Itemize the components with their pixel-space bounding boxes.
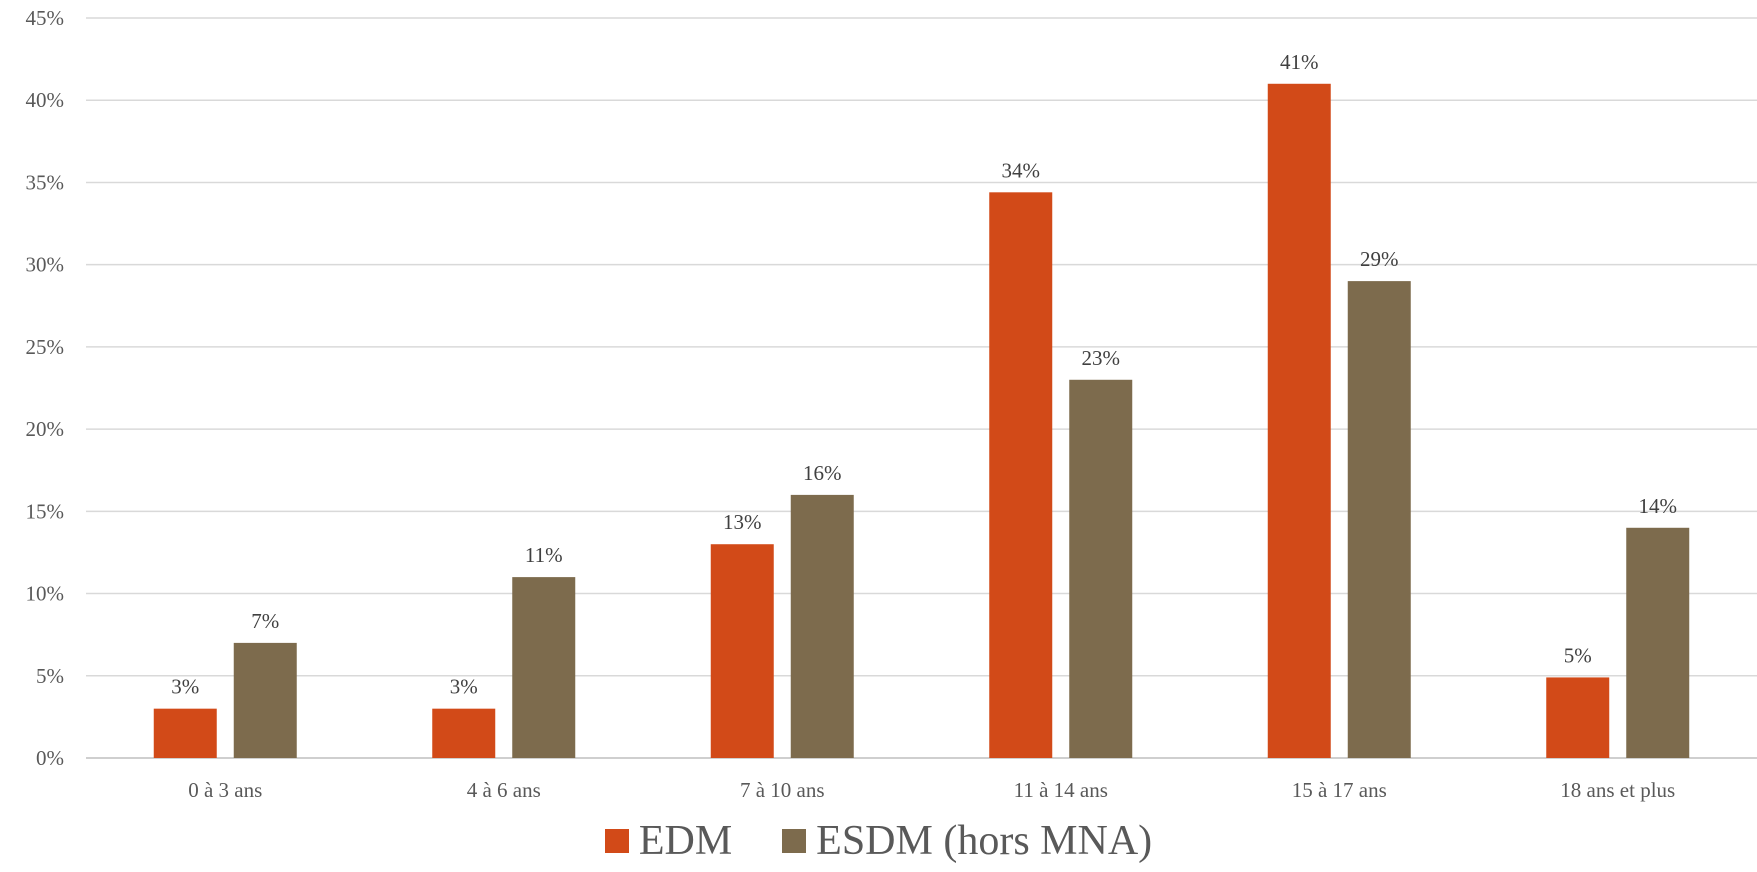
data-label: 14% [1639, 494, 1678, 518]
legend: EDM ESDM (hors MNA) [0, 820, 1757, 862]
bars [153, 83, 1690, 759]
bar [153, 708, 217, 758]
legend-item-esdm: ESDM (hors MNA) [782, 820, 1152, 862]
bar [1626, 527, 1690, 758]
data-label: 34% [1002, 158, 1041, 182]
legend-label-edm: EDM [638, 818, 733, 864]
bar [710, 544, 774, 758]
bar [233, 642, 297, 758]
bar [989, 192, 1053, 759]
y-tick-label: 30% [26, 253, 65, 277]
legend-swatch-edm [604, 829, 629, 853]
legend-label-esdm: ESDM (hors MNA) [816, 818, 1153, 864]
bar [432, 708, 496, 758]
data-label: 5% [1564, 643, 1592, 667]
data-label: 11% [525, 543, 563, 567]
x-tick-label: 15 à 17 ans [1292, 778, 1387, 802]
x-tick-label: 7 à 10 ans [740, 778, 825, 802]
y-axis: 0% 5% 10% 15% 20% 25% 30% 35% 40% 45% [26, 6, 65, 770]
bar [790, 494, 854, 758]
y-tick-label: 10% [26, 582, 65, 606]
y-tick-label: 25% [26, 335, 65, 359]
data-label: 23% [1082, 346, 1121, 370]
bar [512, 577, 576, 758]
x-tick-label: 18 ans et plus [1560, 778, 1675, 802]
data-label: 3% [450, 675, 478, 699]
y-tick-label: 0% [36, 746, 64, 770]
legend-item-edm: EDM [604, 818, 733, 864]
data-labels: 3% 7% 3% 11% 13% 16% 34% 23% 41% 29% 5% 14% [171, 50, 1677, 699]
x-tick-label: 0 à 3 ans [188, 778, 262, 802]
data-label: 3% [171, 675, 199, 699]
y-tick-label: 45% [26, 6, 65, 30]
y-tick-label: 15% [26, 499, 65, 523]
data-label: 29% [1360, 247, 1399, 271]
data-label: 7% [251, 609, 279, 633]
y-tick-label: 40% [26, 88, 65, 112]
data-label: 16% [803, 461, 842, 485]
x-tick-label: 11 à 14 ans [1014, 778, 1108, 802]
data-label: 41% [1280, 50, 1319, 74]
y-tick-label: 5% [36, 664, 64, 688]
x-axis: 0 à 3 ans 4 à 6 ans 7 à 10 ans 11 à 14 ans 1… [188, 778, 1675, 802]
bar [1546, 677, 1610, 758]
legend-swatch-esdm [782, 829, 807, 853]
bar [1267, 83, 1331, 759]
data-label: 13% [723, 510, 762, 534]
gridlines [86, 17, 1757, 759]
bar [1347, 281, 1411, 758]
bar [1069, 379, 1133, 758]
y-tick-label: 20% [26, 417, 65, 441]
x-tick-label: 4 à 6 ans [467, 778, 541, 802]
y-tick-label: 35% [26, 170, 65, 194]
